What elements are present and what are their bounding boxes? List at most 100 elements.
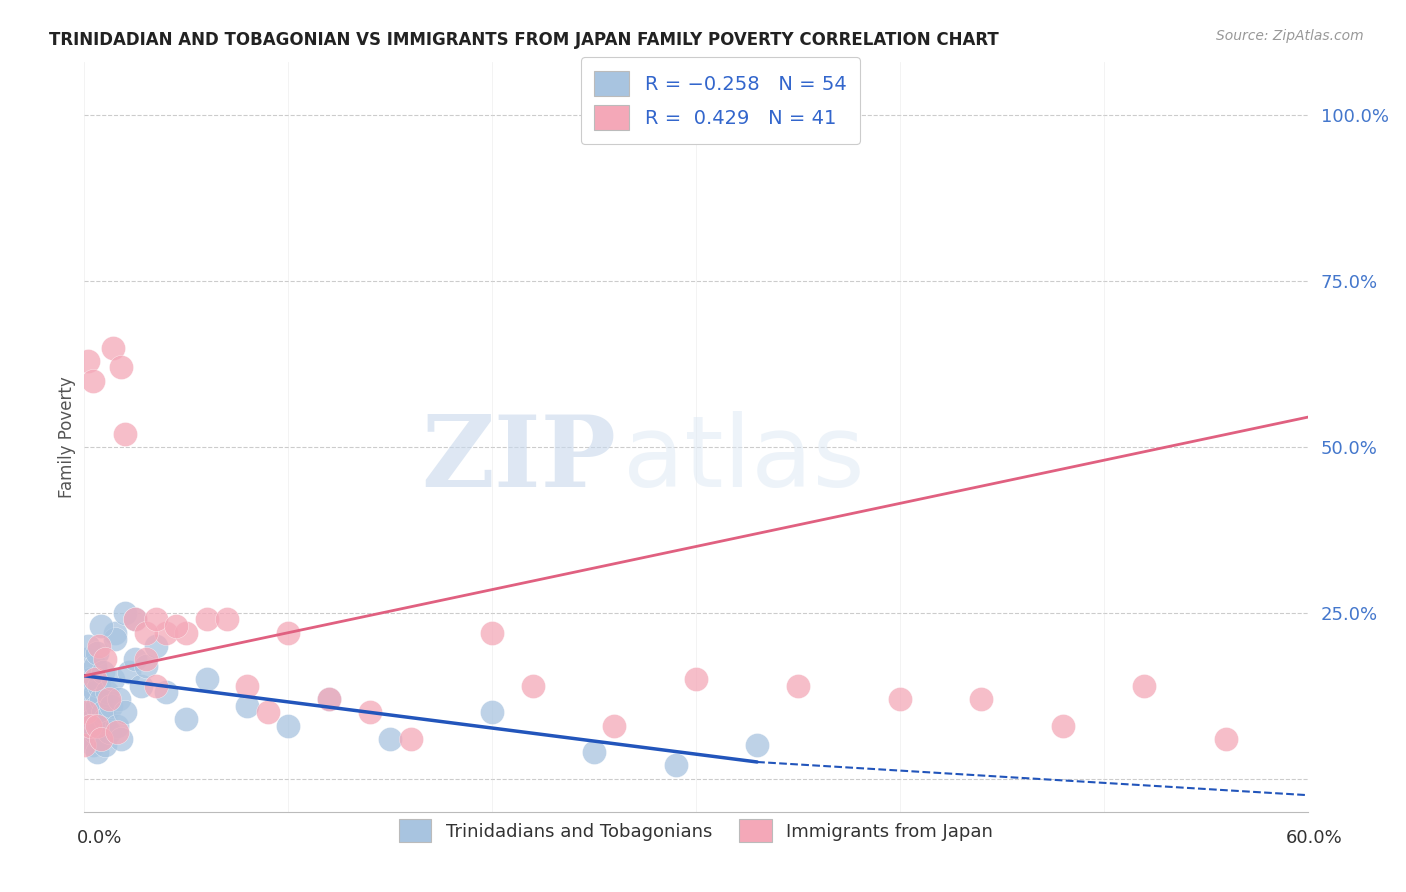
Point bbox=[318, 692, 340, 706]
Point bbox=[889, 692, 911, 706]
Point bbox=[155, 685, 177, 699]
Point bbox=[97, 725, 120, 739]
Y-axis label: Family Poverty: Family Poverty bbox=[58, 376, 76, 498]
Point bbox=[83, 725, 105, 739]
Point bbox=[82, 739, 104, 753]
Point bbox=[90, 619, 112, 633]
Point bbox=[217, 612, 239, 626]
Text: atlas: atlas bbox=[623, 411, 865, 508]
Point bbox=[135, 658, 157, 673]
Point bbox=[399, 731, 422, 746]
Point bbox=[603, 718, 626, 732]
Point bbox=[665, 758, 688, 772]
Text: TRINIDADIAN AND TOBAGONIAN VS IMMIGRANTS FROM JAPAN FAMILY POVERTY CORRELATION C: TRINIDADIAN AND TOBAGONIAN VS IMMIGRANTS… bbox=[49, 31, 998, 49]
Point bbox=[90, 731, 112, 746]
Point bbox=[236, 698, 259, 713]
Point bbox=[77, 639, 100, 653]
Point bbox=[91, 705, 114, 719]
Text: 0.0%: 0.0% bbox=[77, 829, 122, 847]
Point bbox=[105, 718, 128, 732]
Point bbox=[83, 672, 105, 686]
Point bbox=[104, 625, 127, 640]
Point bbox=[97, 692, 120, 706]
Point bbox=[114, 426, 136, 441]
Point bbox=[75, 705, 97, 719]
Point bbox=[114, 606, 136, 620]
Point bbox=[73, 739, 96, 753]
Point bbox=[236, 679, 259, 693]
Legend: Trinidadians and Tobagonians, Immigrants from Japan: Trinidadians and Tobagonians, Immigrants… bbox=[389, 810, 1002, 851]
Point bbox=[114, 705, 136, 719]
Point bbox=[75, 679, 97, 693]
Point bbox=[522, 679, 544, 693]
Point bbox=[108, 692, 131, 706]
Point bbox=[165, 619, 187, 633]
Point bbox=[124, 612, 146, 626]
Point bbox=[82, 712, 104, 726]
Point bbox=[91, 665, 114, 680]
Text: Source: ZipAtlas.com: Source: ZipAtlas.com bbox=[1216, 29, 1364, 43]
Point bbox=[195, 672, 218, 686]
Point bbox=[685, 119, 707, 133]
Point bbox=[124, 612, 146, 626]
Point bbox=[277, 625, 299, 640]
Point bbox=[86, 646, 108, 660]
Point bbox=[105, 725, 128, 739]
Point bbox=[359, 705, 381, 719]
Point bbox=[685, 672, 707, 686]
Point bbox=[96, 685, 118, 699]
Point bbox=[83, 685, 105, 699]
Point bbox=[135, 652, 157, 666]
Point bbox=[86, 698, 108, 713]
Point bbox=[101, 672, 124, 686]
Point bbox=[90, 731, 112, 746]
Text: ZIP: ZIP bbox=[422, 411, 616, 508]
Point bbox=[481, 625, 503, 640]
Point bbox=[79, 672, 101, 686]
Point bbox=[131, 679, 153, 693]
Point bbox=[100, 698, 122, 713]
Point bbox=[174, 625, 197, 640]
Point bbox=[87, 639, 110, 653]
Point bbox=[145, 639, 167, 653]
Point bbox=[79, 705, 101, 719]
Point bbox=[195, 612, 218, 626]
Point bbox=[86, 745, 108, 759]
Point bbox=[86, 718, 108, 732]
Point bbox=[318, 692, 340, 706]
Point bbox=[73, 705, 96, 719]
Point bbox=[583, 745, 606, 759]
Point bbox=[481, 705, 503, 719]
Point bbox=[82, 374, 104, 388]
Point bbox=[93, 739, 115, 753]
Point bbox=[970, 692, 993, 706]
Point bbox=[90, 692, 112, 706]
Point bbox=[380, 731, 402, 746]
Point bbox=[79, 718, 101, 732]
Point bbox=[101, 341, 124, 355]
Point bbox=[79, 731, 101, 746]
Point bbox=[1133, 679, 1156, 693]
Point bbox=[145, 612, 167, 626]
Point bbox=[77, 692, 100, 706]
Point bbox=[1052, 718, 1074, 732]
Point bbox=[155, 625, 177, 640]
Point bbox=[110, 360, 132, 375]
Point bbox=[87, 679, 110, 693]
Point bbox=[747, 739, 769, 753]
Point bbox=[104, 632, 127, 647]
Point bbox=[87, 718, 110, 732]
Point bbox=[93, 652, 115, 666]
Point bbox=[277, 718, 299, 732]
Point bbox=[135, 625, 157, 640]
Point bbox=[93, 712, 115, 726]
Point bbox=[110, 731, 132, 746]
Point bbox=[257, 705, 280, 719]
Point bbox=[77, 354, 100, 368]
Point bbox=[787, 679, 810, 693]
Point bbox=[1215, 731, 1237, 746]
Point bbox=[145, 679, 167, 693]
Point bbox=[77, 718, 100, 732]
Point bbox=[124, 652, 146, 666]
Point bbox=[75, 652, 97, 666]
